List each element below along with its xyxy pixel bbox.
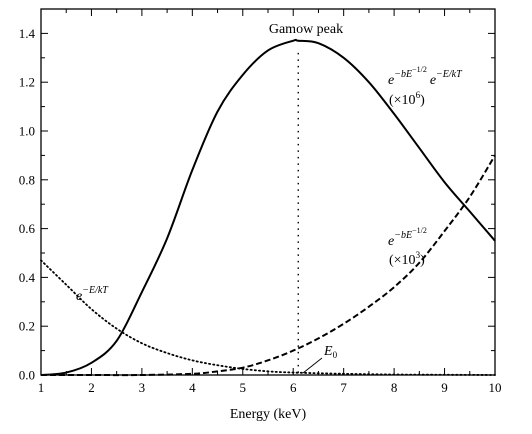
y-tick-label: 1.0 [19,124,35,139]
dashed-curve-formula: e−bE−1/2 [388,226,427,249]
x-tick-label: 9 [441,380,448,395]
e0-label: E0 [323,344,338,360]
y-tick-label: 0.6 [19,221,36,236]
y-tick-label: 0.0 [19,368,35,383]
dashed-curve-scale: (×103) [389,250,425,268]
x-tick-label: 1 [38,380,45,395]
gamow-peak-label: Gamow peak [269,22,343,37]
y-tick-label: 0.8 [19,172,35,187]
solid-curve-formula: e−bE−1/2e−E/kT [388,65,463,88]
x-tick-label: 4 [189,380,196,395]
dotted-curve [40,259,496,376]
y-tick-label: 1.4 [19,26,36,41]
x-tick-label: 2 [88,380,95,395]
x-tick-label: 6 [290,380,297,395]
y-tick-label: 0.4 [19,270,36,285]
y-tick-label: 1.2 [19,75,35,90]
e0-pointer [302,357,323,374]
x-axis-label: Energy (keV) [230,407,307,422]
x-tick-label: 10 [489,380,502,395]
dotted-curve-formula: e−E/kT [76,285,109,304]
x-tick-label: 5 [240,380,247,395]
x-tick-label: 3 [139,380,146,395]
plot-frame [40,8,496,376]
series-group [40,38,496,377]
y-tick-label: 0.2 [19,319,35,334]
axis-ticks [40,9,496,376]
solid-curve [40,38,496,376]
x-tick-label: 7 [340,380,347,395]
x-tick-label: 8 [391,380,398,395]
solid-curve-scale: (×106) [389,90,425,108]
axis-tick-labels: 1 2 3 4 5 6 7 8 9 10 0.0 0.2 0.4 0.6 0.8 1.0 1.2 1.4 [19,26,502,395]
dashed-curve [41,154,496,377]
